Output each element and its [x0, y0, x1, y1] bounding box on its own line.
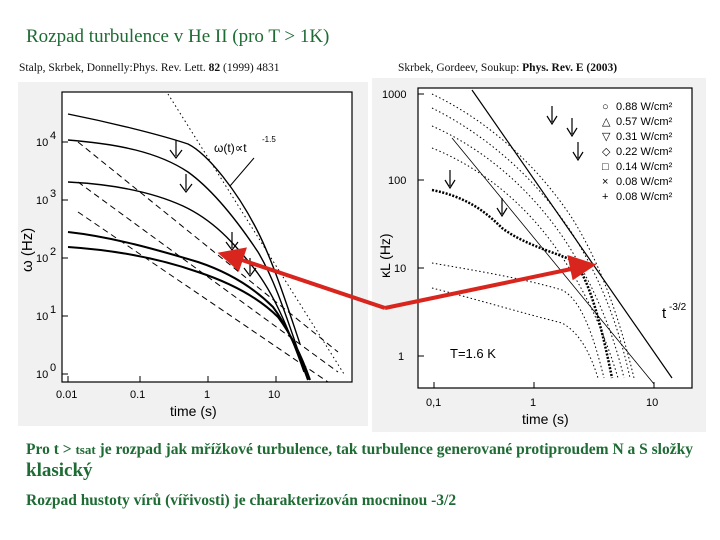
legend-marker-3: ◇ [602, 146, 611, 158]
reference-right-authors: Skrbek, Gordeev, Soukup: [398, 62, 523, 74]
slope-label: t [662, 305, 667, 322]
slide-title: Rozpad turbulence v He II (pro T > 1K) [26, 26, 330, 47]
arrow-down-icon [496, 198, 508, 218]
text-line-1-a: Pro t > [26, 441, 76, 458]
reference-left-volume: 82 [208, 62, 221, 74]
arrow-down-icon [566, 118, 578, 138]
left-x-tick-1: 0.1 [130, 389, 145, 401]
legend-label-4: 0.14 W/cm² [616, 161, 673, 173]
legend-marker-0: ○ [602, 101, 609, 113]
right-x-tick-2: 10 [646, 397, 658, 409]
right-y-tick-0: 1 [398, 351, 404, 363]
left-y-tick-3-exp: 3 [50, 188, 56, 200]
left-x-axis-label: time (s) [170, 403, 217, 419]
left-plot-frame [61, 91, 353, 383]
reference-right-journal: Phys. Rev. E (2003) [522, 62, 618, 74]
right-y-tick-3: 1000 [382, 89, 406, 101]
left-y-tick-4: 10 [36, 137, 48, 149]
left-y-tick-4-exp: 4 [50, 130, 56, 142]
legend-marker-2: ▽ [602, 131, 611, 143]
legend-label-2: 0.31 W/cm² [616, 131, 673, 143]
left-x-tick-3: 10 [268, 389, 280, 401]
right-legend: ○ 0.88 W/cm² △ 0.57 W/cm² ▽ 0.31 W/cm² ◇… [602, 101, 673, 203]
left-plot-svg: ω(t)∝t -1.5 100 101 102 103 104 0.01 0.1… [19, 91, 353, 419]
left-y-tick-labels: 100 101 102 103 104 [36, 130, 56, 381]
right-plot: ○ 0.88 W/cm² △ 0.57 W/cm² ▽ 0.31 W/cm² ◇… [372, 78, 706, 432]
right-y-tick-1: 10 [394, 263, 406, 275]
left-y-tick-0: 10 [36, 369, 48, 381]
left-y-tick-2-exp: 2 [50, 246, 56, 258]
reference-left: Stalp, Skrbek, Donnelly:Phys. Rev. Lett.… [19, 62, 280, 74]
right-y-axis-label: κL (Hz) [377, 233, 393, 278]
legend-marker-4: □ [602, 161, 609, 173]
arrow-down-icon [169, 140, 183, 159]
left-x-tick-labels: 0.01 0.1 1 10 [56, 389, 280, 401]
left-plot: ω(t)∝t -1.5 10 0 10 1 10 2 10 3 10 4 0.01 0.1… [18, 82, 368, 426]
left-y-tick-1: 10 [36, 311, 48, 323]
text-line-1: Pro t > tsat je rozpad jak mřížkové turb… [26, 440, 706, 483]
right-y-tick-2: 100 [388, 175, 406, 187]
legend-label-5: 0.08 W/cm² [616, 176, 673, 188]
temperature-label: T=1.6 K [450, 346, 496, 361]
text-line-1-b: je rozpad jak mřížkové turbulence, tak t… [95, 441, 693, 458]
right-x-tick-0: 0,1 [426, 397, 441, 409]
arrow-down-icon [444, 170, 456, 190]
legend-label-0: 0.88 W/cm² [616, 101, 673, 113]
reference-left-authors: Stalp, Skrbek, Donnelly:Phys. Rev. Lett. [19, 62, 209, 74]
legend-label-3: 0.22 W/cm² [616, 146, 673, 158]
legend-label-6: 0.08 W/cm² [616, 191, 673, 203]
reference-left-rest: (1999) 4831 [220, 62, 280, 74]
legend-marker-5: × [602, 176, 608, 188]
left-annotation-exp: -1.5 [262, 135, 276, 144]
legend-marker-6: + [602, 191, 608, 203]
slope-exp: -3/2 [669, 302, 687, 313]
left-x-tick-2: 1 [204, 389, 210, 401]
legend-label-1: 0.57 W/cm² [616, 116, 673, 128]
arrow-down-icon [179, 174, 193, 193]
legend-marker-1: △ [602, 116, 611, 128]
text-line-1-klasicky: klasický [26, 460, 93, 482]
right-plot-frame [417, 87, 693, 389]
left-y-tick-2: 10 [36, 253, 48, 265]
left-x-tick-0: 0.01 [56, 389, 77, 401]
right-x-axis-label: time (s) [522, 411, 569, 427]
reference-right: Skrbek, Gordeev, Soukup: Phys. Rev. E (2… [398, 62, 617, 74]
right-x-tick-labels: 0,1 1 10 [426, 397, 658, 409]
left-y-tick-3: 10 [36, 195, 48, 207]
right-y-tick-labels: 1 10 100 1000 [382, 89, 406, 363]
text-line-2: Rozpad hustoty vírů (vířivosti) je chara… [26, 492, 457, 509]
right-plot-svg: ○ 0.88 W/cm² △ 0.57 W/cm² ▽ 0.31 W/cm² ◇… [377, 87, 693, 427]
text-line-1-tsat: tsat [75, 442, 96, 457]
arrow-down-icon [572, 142, 584, 162]
left-y-axis-label: ω (Hz) [19, 228, 36, 272]
right-x-tick-1: 1 [530, 397, 536, 409]
left-annotation: ω(t)∝t [214, 141, 247, 155]
left-y-tick-1-exp: 1 [50, 304, 56, 316]
arrow-down-icon [546, 106, 558, 126]
left-y-tick-0-exp: 0 [50, 362, 56, 374]
